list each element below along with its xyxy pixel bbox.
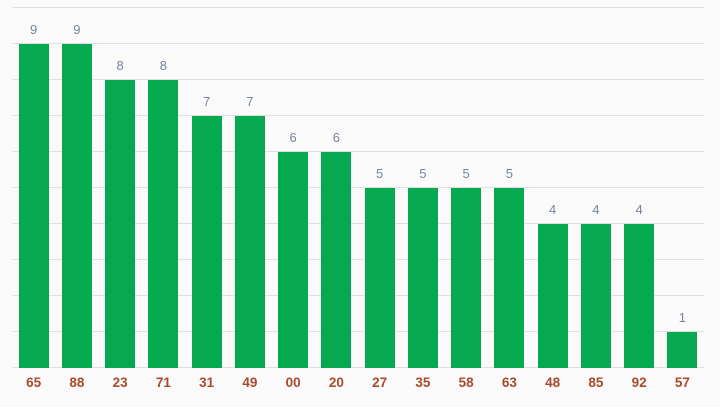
bar-slot: 9 — [55, 8, 98, 368]
category-label: 92 — [631, 375, 647, 390]
bar[interactable] — [537, 224, 568, 368]
gridline — [12, 79, 704, 80]
bar[interactable] — [624, 224, 655, 368]
bar-slot: 4 — [531, 8, 574, 368]
bar[interactable] — [105, 80, 136, 368]
bar-slot: 6 — [315, 8, 358, 368]
category-label: 71 — [155, 375, 171, 390]
x-axis-labels: 65 88 23 71 31 49 00 20 27 35 58 63 48 85 92 57 — [12, 374, 704, 390]
value-label: 9 — [30, 22, 38, 37]
bar-slot: 9 — [12, 8, 55, 368]
value-label: 6 — [289, 130, 297, 145]
value-label: 5 — [419, 166, 427, 181]
gridline — [12, 43, 704, 44]
bars-layer: 9 9 8 8 7 7 6 6 5 5 5 5 4 4 4 1 — [12, 8, 704, 368]
category-label: 57 — [674, 375, 690, 390]
bar-slot: 8 — [99, 8, 142, 368]
bar[interactable] — [61, 44, 92, 368]
value-label: 7 — [246, 94, 254, 109]
category-label: 23 — [112, 375, 128, 390]
bar[interactable] — [191, 116, 222, 368]
bar-slot: 4 — [618, 8, 661, 368]
bar-slot: 1 — [661, 8, 704, 368]
gridline — [12, 367, 704, 368]
bar-slot: 6 — [272, 8, 315, 368]
value-label: 4 — [549, 202, 557, 217]
bar-slot: 8 — [142, 8, 185, 368]
gridline — [12, 115, 704, 116]
category-label: 27 — [372, 375, 388, 390]
bar-slot: 5 — [401, 8, 444, 368]
bar[interactable] — [321, 152, 352, 368]
category-label: 88 — [69, 375, 85, 390]
bar[interactable] — [148, 80, 179, 368]
value-label: 6 — [332, 130, 340, 145]
value-label: 5 — [376, 166, 384, 181]
gridline — [12, 7, 704, 8]
plot-area: 9 9 8 8 7 7 6 6 5 5 5 5 4 4 4 1 — [12, 7, 704, 368]
gridline — [12, 295, 704, 296]
category-label: 63 — [501, 375, 517, 390]
category-label: 20 — [328, 375, 344, 390]
value-label: 9 — [73, 22, 81, 37]
gridline — [12, 259, 704, 260]
bar-slot: 5 — [488, 8, 531, 368]
category-label: 00 — [285, 375, 301, 390]
bar[interactable] — [364, 188, 395, 368]
value-label: 7 — [203, 94, 211, 109]
gridline — [12, 331, 704, 332]
gridline — [12, 187, 704, 188]
category-label: 49 — [242, 375, 258, 390]
bar-slot: 7 — [228, 8, 271, 368]
value-label: 1 — [678, 310, 686, 325]
bar[interactable] — [667, 332, 698, 368]
gridline — [12, 223, 704, 224]
value-label: 4 — [592, 202, 600, 217]
category-label: 31 — [199, 375, 215, 390]
category-label: 35 — [415, 375, 431, 390]
category-label: 58 — [458, 375, 474, 390]
grid-layer — [12, 7, 704, 368]
value-label: 8 — [116, 58, 124, 73]
value-label: 8 — [159, 58, 167, 73]
bar[interactable] — [278, 152, 309, 368]
bar[interactable] — [18, 44, 49, 368]
value-label: 5 — [462, 166, 470, 181]
bar-slot: 5 — [445, 8, 488, 368]
category-label: 85 — [588, 375, 604, 390]
value-label: 5 — [505, 166, 513, 181]
bar[interactable] — [234, 116, 265, 368]
bar[interactable] — [494, 188, 525, 368]
bar[interactable] — [580, 224, 611, 368]
bar-slot: 7 — [185, 8, 228, 368]
bar-slot: 4 — [574, 8, 617, 368]
value-label: 4 — [635, 202, 643, 217]
bar-slot: 5 — [358, 8, 401, 368]
bar[interactable] — [407, 188, 438, 368]
gridline — [12, 151, 704, 152]
bar[interactable] — [451, 188, 482, 368]
category-label: 48 — [545, 375, 561, 390]
category-label: 65 — [26, 375, 42, 390]
